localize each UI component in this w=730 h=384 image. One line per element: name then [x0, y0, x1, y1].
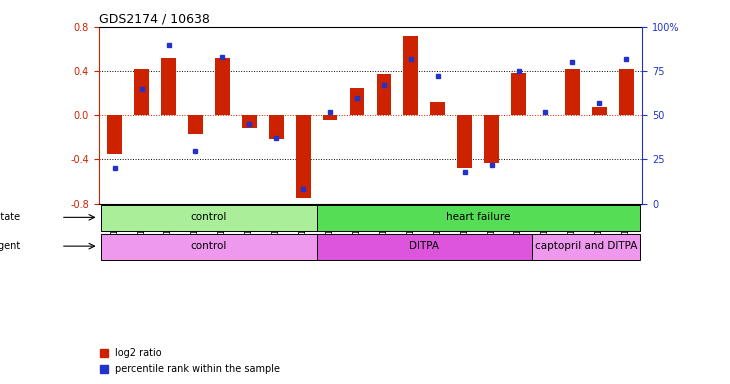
- Bar: [107, 115, 122, 154]
- Bar: [431, 102, 445, 115]
- Text: log2 ratio: log2 ratio: [115, 348, 161, 358]
- Text: control: control: [191, 241, 227, 251]
- Bar: [565, 69, 580, 115]
- Bar: [323, 115, 337, 120]
- Bar: [101, 234, 317, 260]
- Bar: [296, 115, 310, 198]
- Text: percentile rank within the sample: percentile rank within the sample: [115, 364, 280, 374]
- Bar: [532, 234, 639, 260]
- Bar: [404, 36, 418, 115]
- Bar: [457, 115, 472, 168]
- Bar: [317, 205, 639, 231]
- Bar: [161, 58, 176, 115]
- Text: control: control: [191, 212, 227, 222]
- Text: disease state: disease state: [0, 212, 20, 222]
- Text: captopril and DITPA: captopril and DITPA: [534, 241, 637, 251]
- Bar: [511, 73, 526, 115]
- Bar: [215, 58, 230, 115]
- Bar: [101, 205, 317, 231]
- Bar: [269, 115, 284, 139]
- Bar: [134, 69, 149, 115]
- Text: agent: agent: [0, 241, 20, 251]
- Bar: [619, 69, 634, 115]
- Text: heart failure: heart failure: [446, 212, 510, 222]
- Text: DITPA: DITPA: [410, 241, 439, 251]
- Bar: [188, 115, 203, 134]
- Text: GDS2174 / 10638: GDS2174 / 10638: [99, 13, 210, 26]
- Bar: [377, 74, 391, 115]
- Bar: [592, 108, 607, 115]
- Bar: [242, 115, 257, 128]
- Bar: [350, 88, 364, 115]
- Bar: [317, 234, 532, 260]
- Bar: [484, 115, 499, 163]
